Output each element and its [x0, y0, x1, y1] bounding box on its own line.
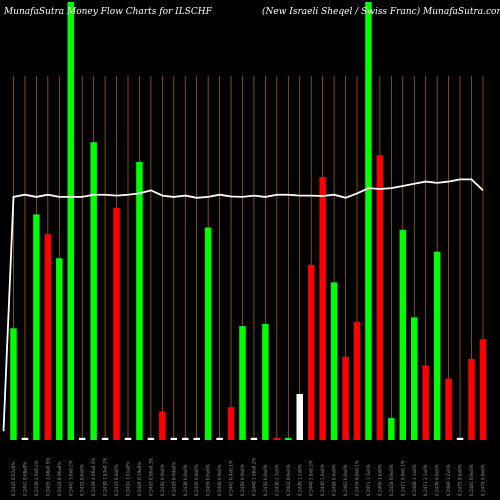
bar-c21 [239, 326, 246, 440]
x-tick-label: 0.2470 0.9x0% [435, 464, 440, 496]
bar-c13 [147, 437, 155, 440]
bar-c24 [273, 437, 281, 440]
bar-c5 [56, 258, 63, 440]
bar-c32 [365, 2, 372, 440]
x-tick-label: 0.2439 4.06x0.5% [91, 458, 96, 496]
bar-c2 [21, 437, 29, 440]
x-tick-label: 0.2459 0.8x0.1% [355, 460, 360, 496]
x-tick-label: 0.2431 1.01x0% [126, 462, 131, 496]
bar-c14 [159, 411, 166, 440]
x-tick-label: 0.2426 0.19x0% [137, 462, 142, 496]
x-tick-label: 0.2433 0.94x0% [171, 462, 176, 496]
bar-c38 [433, 251, 441, 440]
x-tick-label: 0.2432 0.9x0% [286, 464, 291, 496]
bar-c26 [296, 394, 303, 440]
x-tick-label: 0.2458 0.6x0% [332, 464, 337, 496]
x-tick-label: 0.2432 0.9x0% [240, 464, 245, 496]
x-tick-label: 0.2443 0.67x0% [11, 462, 16, 496]
x-tick-label: 0.2476 0.8x0% [480, 464, 485, 496]
bar-c19 [216, 437, 223, 440]
bar-c42 [479, 339, 487, 440]
x-tick-label: 0.2462 0.9x0% [343, 464, 348, 496]
x-tick-label: 0.2460 1.0x0% [377, 464, 382, 496]
x-tick-label: 0.2471 0.8x0.1% [400, 460, 405, 496]
bars [10, 2, 487, 441]
x-tick-label: 0.2439 0.6x0% [206, 464, 211, 496]
x-tick-label: 0.2438 0.9x0% [183, 464, 188, 496]
bar-c30 [342, 356, 349, 440]
x-tick-label: 0.2440 1.68x0.2% [251, 458, 256, 496]
x-tick-label: 0.2475 0.8x0% [458, 464, 463, 496]
bar-c6 [67, 2, 74, 440]
bar-c25 [285, 437, 292, 440]
bar-c33 [376, 155, 384, 441]
bar-c1 [10, 328, 17, 440]
x-tick-label: 0.2468 1.1x0% [412, 464, 417, 496]
bar-c28 [319, 177, 326, 440]
x-tick-label: 0.2442 0.96x0% [57, 462, 62, 496]
bar-c16 [182, 437, 189, 440]
chart-subtitle: (New Israeli Sheqel / Swiss Franc) Munaf… [262, 7, 500, 17]
bar-c35 [399, 229, 407, 440]
x-tick-label: 0.2437 0.8x0% [114, 464, 119, 496]
chart-title: MunafaSutra Money Flow Charts for ILSCHF [4, 7, 212, 17]
bar-c4 [44, 234, 52, 440]
x-tick-labels: 0.2443 0.67x0% 0.2442 0.68x0% 0.2439 2.9x0… [11, 458, 485, 496]
bar-c31 [353, 321, 361, 440]
x-tick-label: 0.2489 1.2x0% [446, 464, 451, 496]
x-tick-label: 0.2481 0.9x0% [469, 464, 474, 496]
x-tick-label: 0.2471 2.1x0% [423, 464, 428, 496]
bar-c10 [113, 207, 120, 440]
x-tick-label: 0.2441 3.0x0.2% [68, 460, 73, 496]
x-tick-label: 0.2433 0.66x0.1% [148, 458, 153, 496]
bar-c11 [124, 437, 132, 440]
x-tick-label: 0.2439 2.9x0.2% [34, 460, 39, 496]
x-tick-label: 0.2430 2.7x0% [274, 464, 279, 496]
x-tick-label: 0.2436 0.9x0% [194, 464, 199, 496]
bar-c18 [204, 227, 212, 440]
bar-c20 [227, 407, 235, 440]
bar-c22 [250, 437, 258, 440]
bar-c17 [193, 437, 200, 440]
x-tick-label: 0.2432 0.9x0% [263, 464, 268, 496]
bar-c41 [468, 358, 475, 440]
bar-c29 [330, 282, 338, 440]
bar-c23 [262, 323, 269, 440]
bar-c12 [136, 161, 143, 440]
x-tick-label: 0.2431 0.9x0% [160, 464, 165, 496]
x-tick-label: 0.2439 1.83x0.1% [103, 458, 108, 496]
bar-c39 [445, 378, 452, 440]
bar-c8 [90, 142, 97, 440]
money-flow-line [2, 178, 484, 432]
bar-c27 [307, 264, 315, 440]
x-tick-label: 0.2432 0.6x0% [80, 464, 85, 496]
x-tick-label: 0.2471 1.3x0% [366, 464, 371, 496]
x-tick-label: 0.2435 2.88x0.5% [45, 458, 50, 496]
x-tick-label: 0.2442 0.68x0% [22, 462, 27, 496]
bar-c3 [33, 214, 40, 440]
x-tick-label: 0.2440 1.0x0% [320, 464, 325, 496]
x-tick-label: 0.2440 0.9x0% [217, 464, 222, 496]
bar-c15 [170, 437, 178, 440]
bar-c9 [101, 437, 109, 440]
x-tick-label: 0.2478 0.9x0% [389, 464, 394, 496]
x-tick-label: 0.2440 2.8x0.5% [309, 460, 314, 496]
bar-c7 [78, 437, 86, 440]
bar-c40 [456, 437, 464, 440]
bar-c36 [411, 317, 418, 440]
bar-c37 [422, 365, 429, 440]
x-tick-label: 0.2439 1.2x0% [297, 464, 302, 496]
bar-c34 [388, 418, 395, 440]
x-tick-label: 0.2441 0.4x0.1% [229, 460, 234, 496]
